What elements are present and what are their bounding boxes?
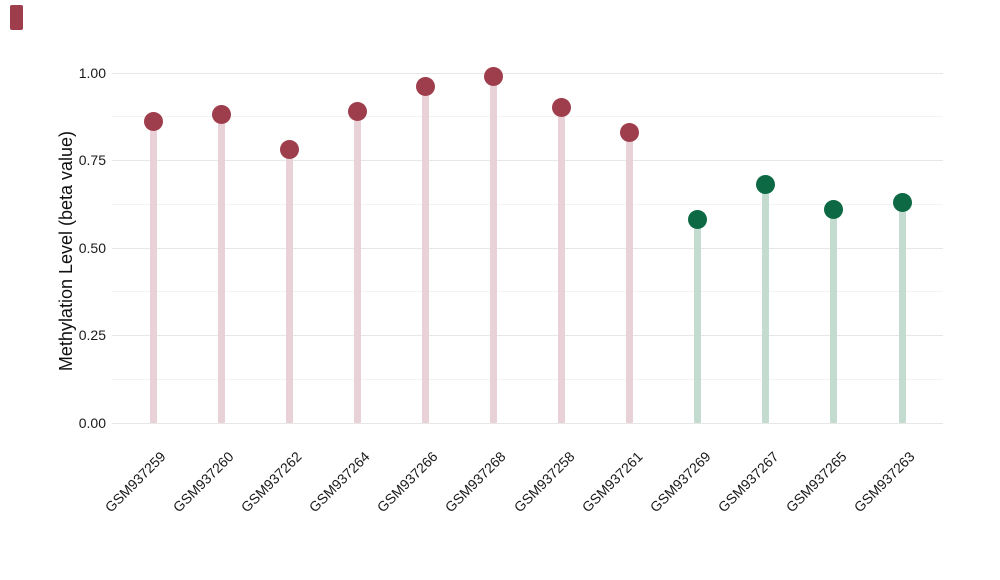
major-gridline [112,335,943,336]
data-point [211,105,231,124]
major-gridline [112,247,943,249]
minor-gridline [112,203,943,205]
data-point [620,122,640,142]
y-tick-label: 1.00 [78,64,106,81]
data-point [688,210,708,229]
y-tick-label: 0.50 [78,239,106,256]
data-point [756,175,776,194]
lollipop-stem [558,107,566,423]
lollipop-stem [626,132,634,423]
y-tick-label: 0.25 [78,327,106,343]
y-tick-label: 0.75 [78,152,106,168]
lollipop-stem [898,202,906,423]
minor-gridline [112,116,943,118]
major-gridline [112,160,943,161]
minor-gridline [112,378,943,380]
data-point [892,192,912,212]
lollipop-stem [421,86,429,423]
lollipop-stem [285,149,293,423]
lollipop-stem [830,209,838,423]
lollipop-stem [149,121,157,423]
lollipop-stem [694,219,702,423]
data-point [552,98,572,117]
lollipop-stem [489,76,497,423]
data-point [143,112,163,131]
lollipop-stem [217,114,225,423]
minor-gridline [112,291,943,293]
data-point [279,140,299,159]
major-gridline [112,72,943,74]
data-point [415,77,435,96]
data-point [347,101,367,121]
y-tick-label: 0.00 [78,414,106,431]
major-gridline [112,422,943,424]
data-point [824,199,844,219]
lollipop-stem [762,184,770,423]
lollipop-stem [353,111,361,423]
corner-mark [10,5,23,30]
data-point [483,66,503,86]
